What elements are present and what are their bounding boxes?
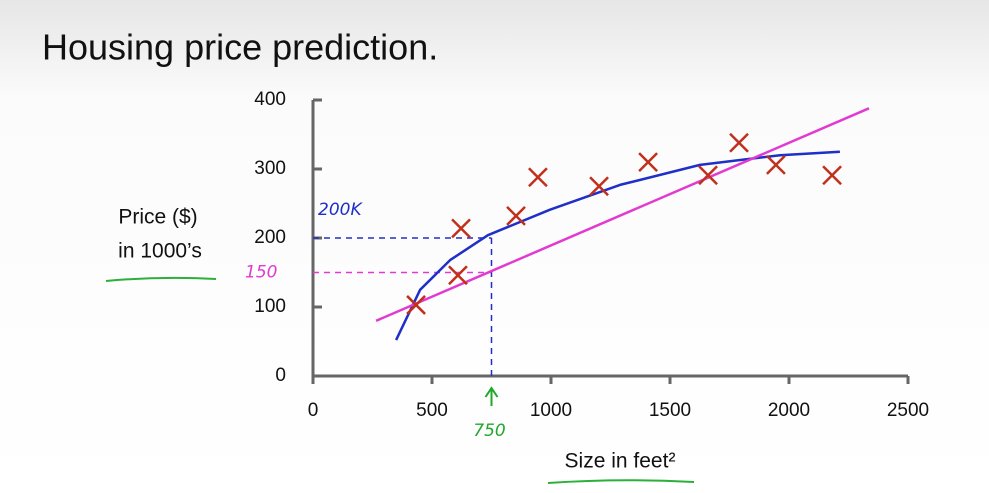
underline — [105, 276, 217, 282]
data-point — [822, 165, 842, 186]
y-label: Price ($) — [118, 206, 197, 229]
guide-arrow — [484, 386, 499, 406]
y-tick-label: 0 — [275, 365, 286, 386]
data-point — [451, 218, 471, 239]
data-point — [729, 132, 749, 153]
cross — [448, 265, 468, 286]
x-tick-label: 1000 — [530, 400, 572, 421]
x-tick-label: 1500 — [649, 400, 691, 421]
guide-label: 750 — [473, 421, 505, 441]
data-point — [448, 265, 468, 286]
x-label: Size in feet² — [565, 450, 676, 473]
cross — [766, 154, 786, 175]
data-point — [766, 154, 786, 175]
x-tick-label: 2500 — [887, 400, 929, 421]
cross — [589, 176, 609, 197]
data-point — [638, 152, 658, 172]
title: Housing price prediction. — [42, 27, 438, 68]
y-tick-label: 200 — [254, 227, 286, 248]
cross — [406, 295, 426, 315]
data-point — [506, 206, 526, 226]
fit-line — [375, 107, 870, 322]
data-point — [406, 295, 426, 315]
data-point — [528, 167, 548, 188]
cross — [506, 206, 526, 226]
x-tick-label: 2000 — [768, 400, 810, 421]
x-tick-label: 0 — [308, 400, 319, 421]
guide-label: 200K — [318, 200, 363, 220]
cross — [638, 152, 658, 172]
cross — [698, 165, 718, 186]
cross — [528, 167, 548, 188]
cross — [451, 218, 471, 239]
cross — [822, 165, 842, 186]
y-tick-label: 400 — [254, 89, 286, 110]
y-label: in 1000’s — [118, 240, 202, 263]
underline — [547, 479, 695, 484]
data-point — [698, 165, 718, 186]
x-tick-label: 500 — [416, 400, 448, 421]
data-point — [589, 176, 609, 197]
guide-label: 150 — [245, 263, 277, 283]
cross — [729, 132, 749, 153]
y-tick-label: 100 — [254, 296, 286, 317]
y-tick-label: 300 — [254, 158, 286, 179]
